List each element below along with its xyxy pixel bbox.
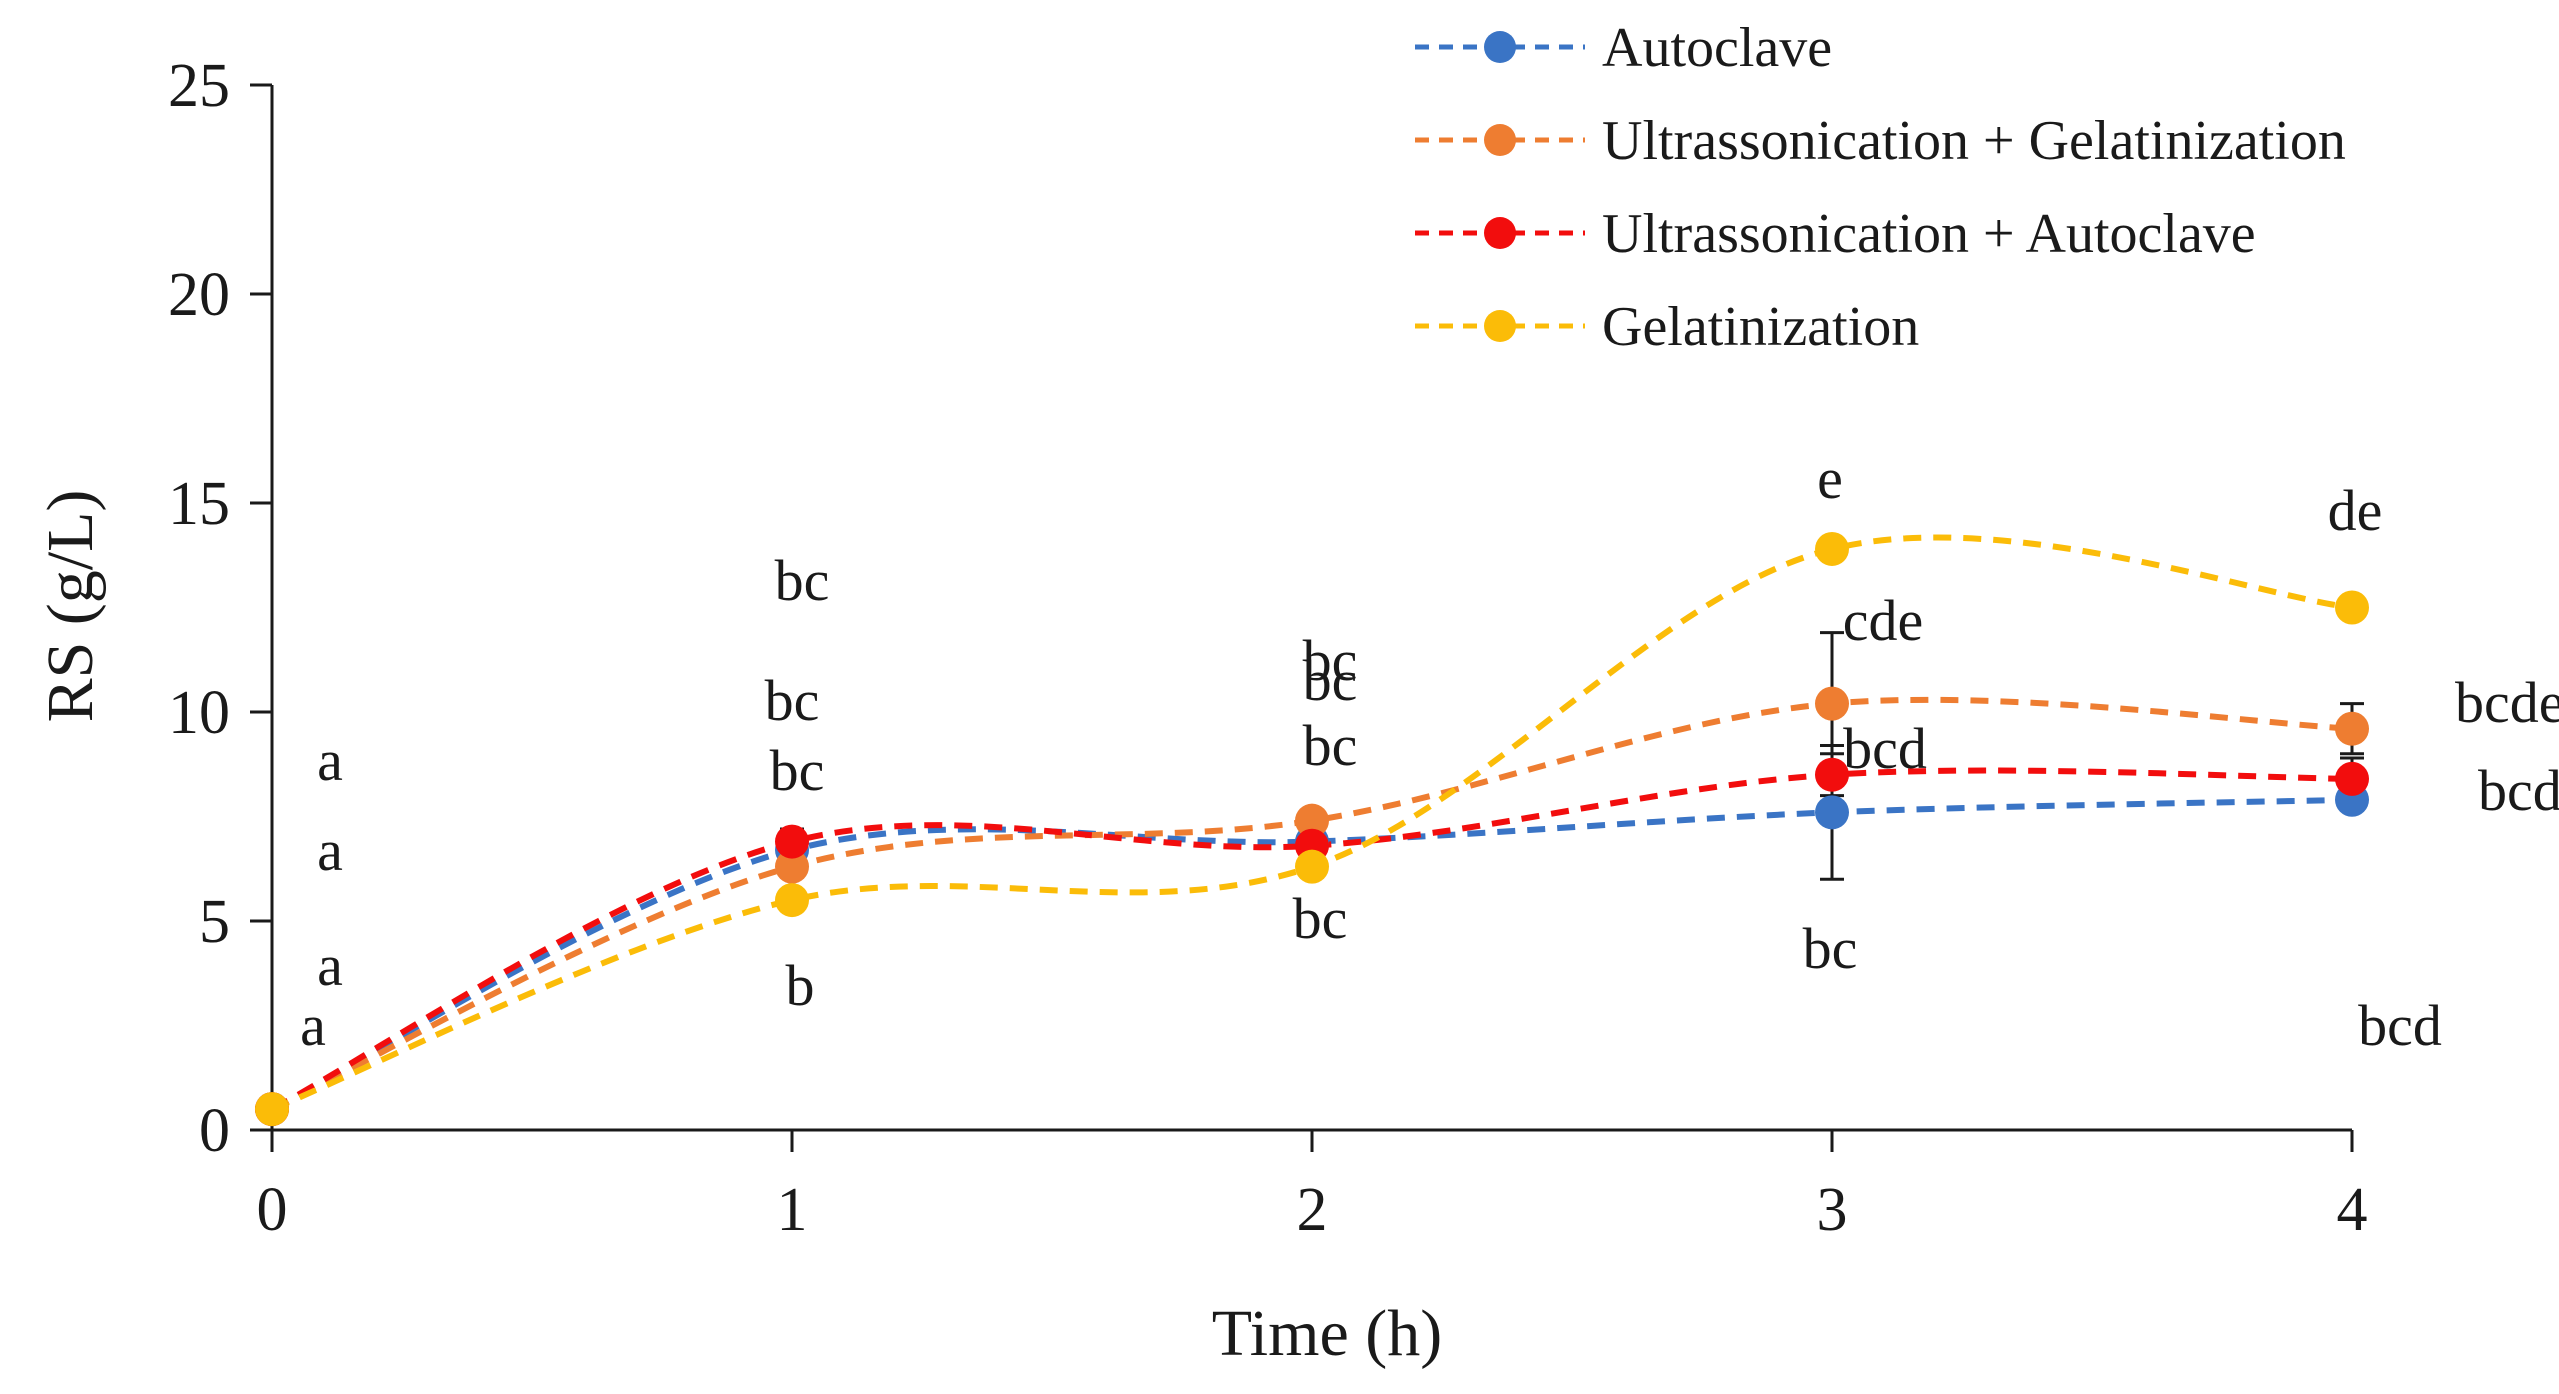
- significance-letter: a: [317, 818, 343, 883]
- y-tick-label: 10: [168, 679, 230, 747]
- legend-label: Gelatinization: [1602, 296, 1919, 358]
- legend-swatch-marker: [1484, 310, 1516, 342]
- significance-letter: bc: [1303, 648, 1358, 713]
- significance-letter: e: [1817, 446, 1843, 511]
- y-tick-label: 25: [168, 52, 230, 120]
- data-point: [255, 1092, 289, 1127]
- x-tick-label: 0: [257, 1176, 288, 1244]
- significance-letter: b: [786, 953, 815, 1018]
- significance-letter: bc: [770, 738, 825, 803]
- x-tick-label: 1: [777, 1176, 808, 1244]
- legend-label: Ultrassonication + Gelatinization: [1602, 110, 2346, 172]
- data-point: [2335, 761, 2369, 796]
- legend-swatch-marker: [1484, 124, 1516, 156]
- significance-letter: bcd: [1843, 716, 1927, 781]
- data-point: [775, 824, 809, 859]
- data-point: [775, 883, 809, 918]
- x-tick-label: 4: [2337, 1176, 2368, 1244]
- legend-swatch-marker: [1484, 217, 1516, 249]
- legend: Autoclave Ultrassonication + Gelatinizati…: [1415, 17, 2346, 358]
- data-point: [2335, 590, 2369, 625]
- data-point: [1295, 849, 1329, 884]
- x-tick-label: 3: [1817, 1176, 1848, 1244]
- legend-label: Ultrassonication + Autoclave: [1602, 203, 2256, 265]
- significance-letter: cde: [1843, 588, 1924, 653]
- significance-letter: bcd: [2478, 758, 2559, 823]
- y-tick-label: 20: [168, 261, 230, 329]
- y-tick-label: 0: [199, 1097, 230, 1165]
- data-points-layer: [255, 531, 2369, 1127]
- data-point: [1815, 531, 1849, 566]
- axes-layer: 0 5 10 15 20 25 0 1 2 3 4: [168, 52, 2368, 1244]
- significance-letter: de: [2328, 478, 2383, 543]
- data-point: [775, 849, 809, 884]
- data-point: [1815, 686, 1849, 721]
- significance-letter: a: [317, 728, 343, 793]
- significance-letter: bc: [1803, 916, 1858, 981]
- y-tick-label: 5: [199, 888, 230, 956]
- y-axis-title: RS (g/L): [34, 490, 107, 723]
- legend-label: Autoclave: [1602, 17, 1832, 79]
- x-tick-label: 2: [1297, 1176, 1328, 1244]
- significance-letter: bc: [775, 548, 830, 613]
- significance-letter: bc: [765, 668, 820, 733]
- y-tick-label: 15: [168, 470, 230, 538]
- significance-letter: bc: [1303, 713, 1358, 778]
- significance-letter: bc: [1293, 886, 1348, 951]
- legend-swatch-marker: [1484, 31, 1516, 63]
- data-point: [1815, 795, 1849, 830]
- significance-letter: a: [300, 993, 326, 1058]
- x-axis-title: Time (h): [1212, 1297, 1442, 1370]
- data-point: [1295, 803, 1329, 838]
- data-point: [1815, 757, 1849, 792]
- significance-letter: bcde: [2455, 670, 2559, 735]
- data-point: [2335, 711, 2369, 746]
- significance-letter: bcd: [2358, 993, 2442, 1058]
- significance-letter: bc: [1303, 628, 1358, 693]
- significance-letter: a: [317, 933, 343, 998]
